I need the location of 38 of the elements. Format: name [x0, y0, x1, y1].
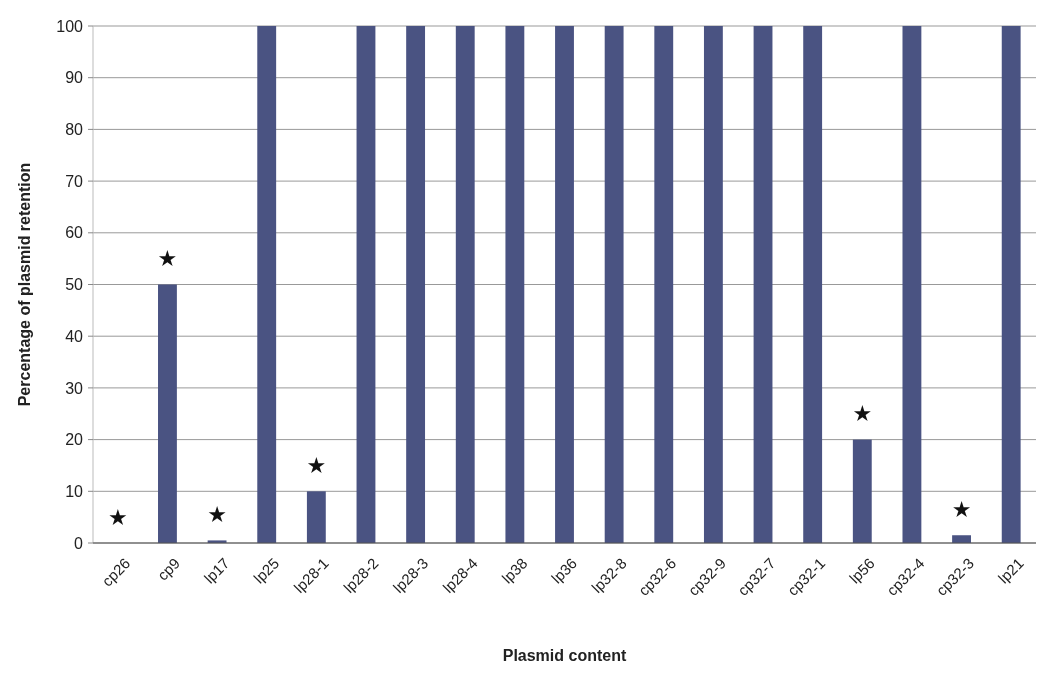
annotation: ★: [207, 502, 227, 528]
x-tick-label: lp21: [994, 554, 1027, 587]
y-tick-label: 50: [65, 276, 84, 294]
bar: [406, 26, 426, 543]
y-tick-label: 10: [65, 482, 84, 500]
bar: [356, 26, 376, 543]
y-tick-label: 80: [65, 121, 84, 138]
bar: [158, 284, 177, 543]
annotation: ★: [107, 504, 128, 530]
bar: [703, 26, 723, 543]
y-tick-label: 60: [65, 224, 84, 242]
annotation: ★: [157, 246, 178, 272]
bar: [257, 26, 277, 543]
y-tick-label: 90: [65, 69, 84, 87]
y-tick-label: 40: [65, 327, 84, 345]
bar: [753, 26, 773, 543]
bar: [803, 26, 823, 543]
y-tick-label: 100: [56, 17, 84, 35]
x-axis-title: Plasmid content: [502, 647, 627, 664]
bar: [306, 491, 326, 543]
annotation: ★: [852, 401, 873, 427]
bar: [455, 26, 475, 543]
bar: [1001, 26, 1021, 543]
y-tick-label: 70: [65, 172, 84, 190]
bar: [952, 535, 971, 543]
y-axis-title: Percentage of plasmid retention: [16, 162, 33, 407]
y-tick-label: 20: [65, 431, 84, 449]
bar: [604, 26, 624, 543]
y-tick-label: 30: [65, 379, 84, 397]
bar: [555, 26, 574, 543]
x-tick-label: cp9: [153, 554, 183, 584]
bar: [505, 26, 525, 543]
annotation: ★: [306, 453, 327, 478]
y-tick-label: 0: [74, 534, 84, 552]
annotation: ★: [951, 496, 972, 522]
bar: [902, 26, 922, 543]
bar: [852, 439, 872, 543]
bar: [654, 26, 674, 543]
